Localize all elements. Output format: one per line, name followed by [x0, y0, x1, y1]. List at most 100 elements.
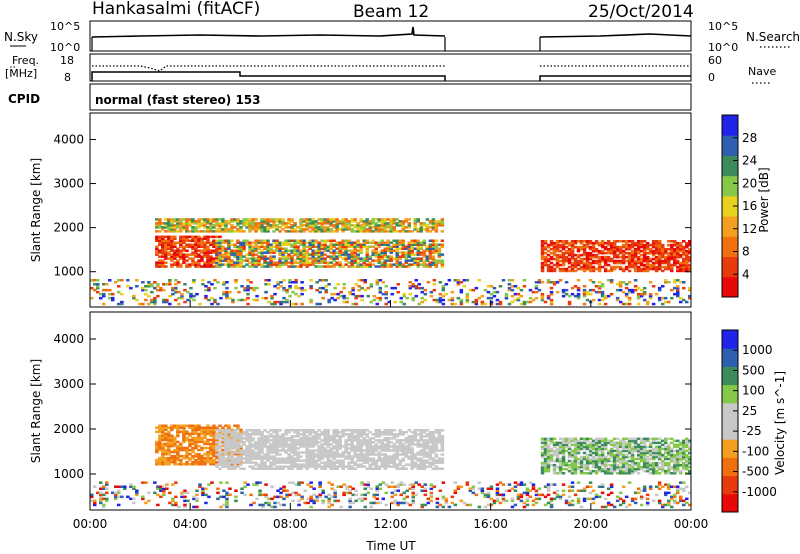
- echo-cell: [685, 243, 689, 247]
- echo-cell: [365, 253, 369, 256]
- echo-cell: [239, 446, 243, 450]
- echo-cell: [260, 461, 264, 464]
- echo-cell: [248, 445, 252, 448]
- echo-cell: [434, 453, 439, 456]
- echo-cell: [347, 447, 351, 450]
- echo-cell: [618, 261, 623, 265]
- echo-cell: [603, 467, 608, 471]
- echo-cell: [251, 263, 255, 266]
- echo-cell: [326, 435, 330, 438]
- echo-cell: [251, 457, 255, 460]
- echo-cell: [326, 457, 330, 460]
- echo-cell: [600, 265, 605, 269]
- echo-cell: [269, 449, 273, 452]
- echo-cell: [305, 257, 309, 260]
- echo-cell: [302, 255, 306, 258]
- echo-cell: [380, 465, 384, 468]
- echo-cell: [254, 441, 258, 444]
- echo-cell: [639, 453, 644, 457]
- echo-cell: [293, 441, 297, 444]
- echo-cell: [272, 445, 276, 448]
- echo-cell: [248, 437, 252, 440]
- echo-cell: [419, 445, 423, 448]
- echo-cell: [435, 300, 440, 304]
- echo-cell: [362, 265, 366, 268]
- echo-cell: [627, 296, 632, 300]
- echo-cell: [612, 443, 617, 447]
- echo-cell: [299, 226, 303, 229]
- echo-cell: [341, 253, 345, 256]
- echo-cell: [224, 435, 228, 438]
- echo-cell: [380, 253, 384, 256]
- echo-cell: [657, 451, 662, 455]
- echo-cell: [612, 457, 617, 461]
- echo-cell: [254, 241, 258, 244]
- echo-cell: [618, 283, 623, 286]
- echo-cell: [407, 226, 411, 229]
- echo-cell: [480, 300, 485, 304]
- echo-cell: [176, 220, 180, 223]
- echo-cell: [234, 279, 238, 282]
- echo-cell: [615, 283, 620, 286]
- echo-cell: [428, 247, 433, 250]
- echo-cell: [305, 245, 309, 248]
- echo-cell: [320, 439, 324, 442]
- echo-cell: [440, 449, 445, 452]
- echo-cell: [395, 261, 399, 264]
- echo-cell: [549, 255, 554, 259]
- echo-cell: [266, 224, 270, 227]
- echo-cell: [348, 290, 352, 294]
- echo-cell: [227, 445, 231, 448]
- echo-cell: [588, 447, 593, 451]
- echo-cell: [428, 245, 433, 248]
- echo-cell: [624, 455, 629, 459]
- echo-cell: [158, 220, 162, 223]
- echo-cell: [275, 433, 279, 436]
- echo-cell: [437, 431, 442, 434]
- echo-cell: [368, 263, 372, 266]
- echo-cell: [161, 235, 165, 239]
- echo-cell: [206, 228, 210, 231]
- echo-cell: [552, 281, 557, 284]
- echo-cell: [591, 445, 596, 449]
- echo-cell: [350, 243, 354, 246]
- echo-cell: [290, 463, 294, 466]
- echo-cell: [204, 288, 208, 292]
- echo-cell: [180, 296, 184, 300]
- echo-cell: [173, 450, 177, 454]
- echo-cell: [401, 263, 405, 266]
- echo-cell: [600, 445, 605, 449]
- echo-cell: [624, 459, 629, 463]
- echo-cell: [588, 292, 593, 296]
- echo-cell: [664, 455, 668, 459]
- echo-cell: [380, 218, 384, 221]
- echo-cell: [218, 463, 222, 466]
- echo-cell: [158, 237, 162, 241]
- echo-cell: [567, 249, 572, 253]
- echo-cell: [200, 249, 204, 252]
- freq-trace: [91, 71, 691, 81]
- echo-cell: [200, 230, 204, 233]
- echo-cell: [281, 435, 285, 438]
- echo-cell: [618, 259, 623, 263]
- echo-cell: [549, 439, 554, 443]
- echo-cell: [332, 220, 336, 223]
- echo-cell: [252, 288, 256, 292]
- echo-cell: [221, 440, 225, 444]
- echo-cell: [269, 218, 273, 221]
- echo-cell: [365, 441, 369, 444]
- echo-cell: [582, 455, 587, 459]
- echo-cell: [615, 453, 620, 457]
- echo-cell: [594, 461, 599, 465]
- echo-cell: [612, 240, 617, 243]
- noise-panel: 10^5 10^0 10^5 10^0 N.Sky N.Search: [4, 20, 800, 54]
- echo-cell: [657, 445, 662, 449]
- echo-cell: [437, 249, 442, 252]
- echo-cell: [251, 253, 255, 256]
- echo-cell: [263, 443, 267, 446]
- echo-cell: [642, 253, 647, 257]
- echo-cell: [182, 456, 186, 460]
- echo-cell: [573, 461, 578, 465]
- echo-cell: [657, 453, 662, 457]
- echo-cell: [272, 457, 276, 460]
